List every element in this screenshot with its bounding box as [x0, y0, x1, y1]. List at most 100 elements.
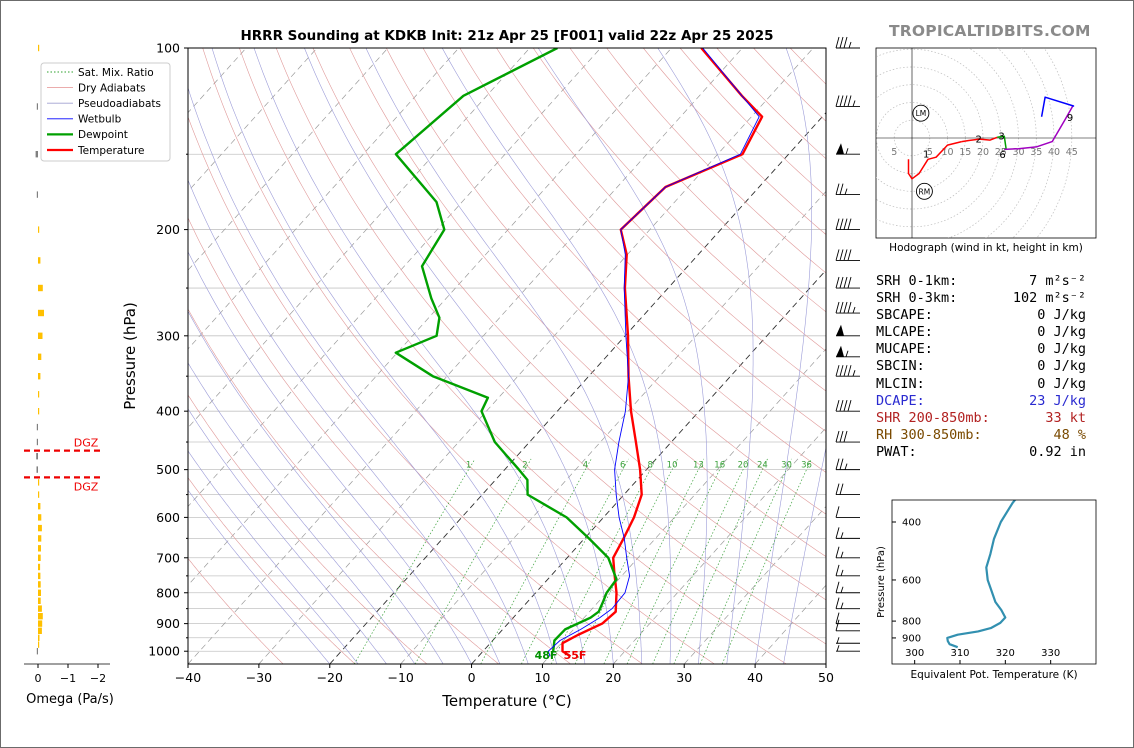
- mixing-ratio-line: [480, 458, 592, 664]
- omega-bar: [38, 226, 40, 233]
- wind-barb: [835, 483, 860, 496]
- omega-bar: [38, 503, 41, 510]
- stat-label: SRH 0-3km:: [876, 290, 958, 307]
- series-wetbulb: [547, 48, 760, 657]
- wind-barb-full: [839, 483, 844, 495]
- stat-label: SHR 200-850mb:: [876, 409, 990, 426]
- stat-row: MUCAPE: 0 J/kg: [876, 341, 1100, 358]
- stat-value: 23 J/kg: [1029, 392, 1086, 409]
- dry-adiabat-line: [275, 48, 826, 645]
- dry-adiabat-line: [188, 477, 356, 664]
- omega-bar: [38, 597, 41, 604]
- dgz-label: DGZ: [74, 437, 99, 450]
- omega-panel: DGZ DGZ 0 −1 −2 Omega (Pa/s): [24, 44, 114, 707]
- theta-e-x-label: Equivalent Pot. Temperature (K): [910, 669, 1077, 681]
- wind-barb-full: [839, 400, 844, 412]
- wind-barb-flag: [836, 143, 844, 155]
- x-tick-label: −20: [317, 670, 343, 685]
- mixing-ratio-line: [652, 458, 749, 664]
- wind-barb-full: [839, 36, 844, 49]
- omega-bar: [38, 634, 40, 641]
- theta-e-x-tick-label: 320: [996, 648, 1015, 659]
- mixing-ratio-label: 8: [647, 461, 652, 471]
- omega-axis-label: Omega (Pa/s): [26, 692, 114, 707]
- wind-barb-full: [835, 400, 840, 412]
- hodograph-segment: [961, 136, 998, 143]
- x-tick-label: −10: [387, 670, 413, 685]
- wind-barb-full: [835, 95, 840, 107]
- theta-e-x-tick-label: 310: [950, 648, 969, 659]
- omega-bar: [38, 391, 40, 398]
- y-tick-label: 100: [156, 41, 180, 56]
- mixing-ratio-line: [353, 458, 476, 664]
- hodograph-segment: [1004, 105, 1074, 151]
- omega-tick-label: −2: [90, 672, 106, 685]
- x-tick-label: 10: [534, 670, 550, 685]
- omega-bar: [38, 309, 44, 317]
- hodograph-caption: Hodograph (wind in kt, height in km): [889, 242, 1083, 254]
- y-tick-label: 800: [156, 585, 180, 600]
- mixing-ratio-label: 4: [583, 461, 588, 471]
- stat-row: SBCAPE: 0 J/kg: [876, 307, 1100, 324]
- omega-bar: [38, 620, 43, 627]
- hodograph-ring-label: 45: [1066, 147, 1078, 158]
- dry-adiabat-line: [239, 48, 787, 664]
- wind-barb-half: [836, 637, 840, 644]
- wind-barb-full: [847, 276, 852, 289]
- moist-adiabat-line: [657, 48, 754, 664]
- hodograph-ring-label: 35: [1030, 147, 1042, 158]
- stat-row: MLCAPE: 0 J/kg: [876, 324, 1100, 341]
- legend-label: Dewpoint: [78, 129, 128, 141]
- theta-e-y-label: Pressure (hPa): [876, 546, 887, 618]
- stat-value: 0 J/kg: [1037, 358, 1086, 375]
- storm-motion-marker: [912, 104, 930, 122]
- wind-barb: [835, 365, 860, 377]
- wind-barb-full: [839, 430, 844, 443]
- omega-tick-label: −1: [60, 672, 76, 685]
- theta-e-x-tick-label: 300: [905, 648, 924, 659]
- dgz-label: DGZ: [74, 480, 99, 493]
- mixing-ratio-label: 1: [466, 461, 471, 471]
- wind-barb: [836, 637, 860, 644]
- wind-barb: [836, 324, 860, 337]
- hodograph-ring-label: 30: [1012, 147, 1024, 158]
- wind-barb: [835, 458, 860, 471]
- isotherm-line: [471, 269, 826, 664]
- dry-adiabat-line: [386, 48, 826, 515]
- skewt-frame: [187, 47, 827, 665]
- dry-adiabat-line: [532, 48, 826, 352]
- mixing-ratio-label: 13: [693, 461, 704, 471]
- wind-barb-full: [835, 546, 840, 558]
- mixing-ratio-line: [721, 458, 812, 664]
- isotherm-line: [542, 348, 826, 664]
- wind-barb-full: [839, 301, 844, 314]
- mixing-ratio-line: [699, 458, 792, 664]
- wind-barb-full: [839, 276, 844, 289]
- wind-barb-full: [835, 36, 840, 49]
- wind-barb-full: [835, 619, 840, 631]
- hodograph-height-label: 9: [1067, 113, 1073, 124]
- theta-e-x-tick-label: 330: [1041, 648, 1060, 659]
- wind-barb: [835, 400, 860, 412]
- hodograph-ring-label: 25: [995, 147, 1007, 158]
- omega-bar: [38, 545, 41, 552]
- moist-adiabat-line: [188, 179, 501, 664]
- wind-barb-full: [835, 183, 840, 195]
- mixing-ratio-label: 6: [620, 461, 625, 471]
- wind-barb-full: [847, 249, 852, 261]
- wind-barb-full: [839, 365, 844, 377]
- stat-value: 48 %: [1053, 426, 1086, 443]
- wind-barb: [835, 597, 860, 610]
- theta-e-panel: 300 310 320 330 400 600 800 900 Equivalent Pot.…: [876, 499, 1097, 681]
- omega-bar: [38, 514, 42, 521]
- wind-barbs: [835, 36, 860, 652]
- wind-barb: [835, 249, 860, 261]
- y-axis-label: Pressure (hPa): [121, 302, 139, 410]
- omega-bar: [35, 151, 38, 158]
- theta-e-y-tick-label: 800: [902, 617, 921, 628]
- omega-bar: [38, 479, 40, 486]
- hodograph-segment: [907, 140, 962, 180]
- wind-barb-full: [835, 301, 840, 314]
- stat-label: PWAT:: [876, 443, 917, 460]
- wind-barb-half: [840, 569, 844, 576]
